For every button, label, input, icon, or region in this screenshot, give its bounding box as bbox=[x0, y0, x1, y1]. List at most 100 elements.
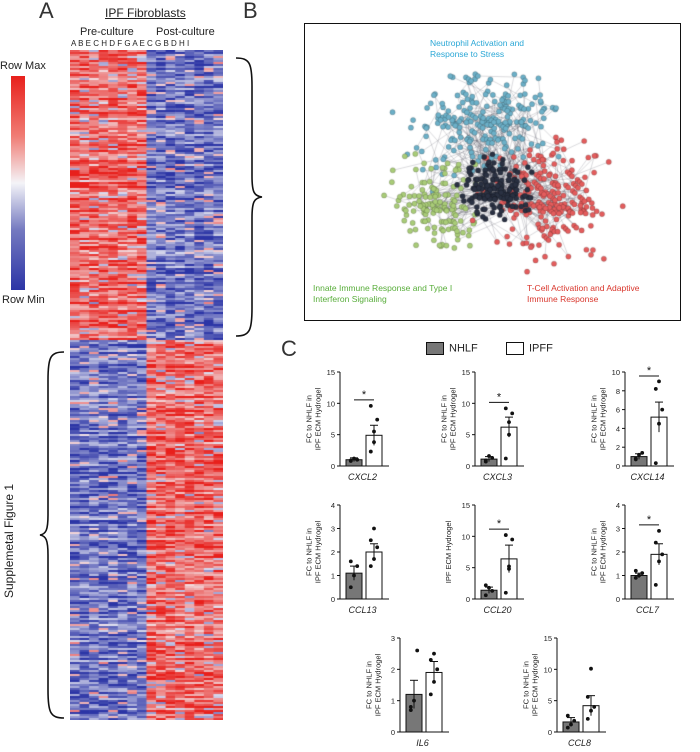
data-point bbox=[653, 461, 658, 466]
y-tick-label: 0 bbox=[466, 462, 470, 471]
data-point bbox=[660, 552, 665, 557]
data-point bbox=[657, 559, 661, 564]
data-point bbox=[415, 648, 420, 653]
y-tick-label: 0 bbox=[616, 462, 620, 471]
data-point bbox=[653, 583, 658, 587]
data-point bbox=[375, 417, 380, 422]
y-tick-label: 0 bbox=[391, 728, 395, 737]
data-point bbox=[589, 666, 593, 671]
chart-ccl13: 0 1 2 3 4 FC to NHLF in IPF ECM Hydrogel CCL13 bbox=[305, 501, 389, 615]
y-tick-label: 4 bbox=[616, 501, 620, 510]
ipff-swatch bbox=[506, 342, 524, 355]
y-tick-label: 5 bbox=[466, 564, 470, 573]
data-point bbox=[572, 718, 577, 723]
supplemental-figure-label: Supplemetal Figure 1 bbox=[2, 483, 16, 598]
lower-cluster-brace bbox=[39, 351, 65, 719]
y-axis-label: FC to NHLF in IPF ECM Hydrogel bbox=[590, 387, 608, 450]
chart-cxcl3: 0 5 10 15 FC to NHLF in IPF ECM Hydrogel * CXCL… bbox=[440, 368, 524, 482]
data-point bbox=[412, 698, 416, 703]
y-tick-label: 10 bbox=[462, 399, 470, 408]
row-max-label: Row Max bbox=[0, 60, 46, 72]
data-point bbox=[348, 458, 353, 463]
gene-label: CCL8 bbox=[568, 738, 591, 748]
legend-nhlf: NHLF bbox=[426, 342, 478, 355]
gene-label: CXCL2 bbox=[348, 472, 377, 482]
y-axis-label-line: IPF ECM Hydrogel bbox=[449, 387, 458, 450]
data-point bbox=[653, 387, 658, 391]
gene-label: IL6 bbox=[416, 738, 429, 748]
significance-star: * bbox=[497, 518, 502, 530]
data-point bbox=[355, 457, 360, 462]
y-axis-label-line: FC to NHLF in bbox=[590, 528, 599, 576]
y-tick-label: 15 bbox=[544, 634, 552, 643]
data-point bbox=[507, 432, 511, 437]
y-tick-label: 1 bbox=[331, 572, 335, 581]
y-axis-label-line: FC to NHLF in bbox=[440, 395, 449, 443]
data-point bbox=[490, 455, 495, 460]
y-tick-label: 15 bbox=[462, 368, 470, 377]
y-tick-label: 10 bbox=[612, 368, 620, 377]
data-point bbox=[657, 379, 661, 384]
y-tick-label: 5 bbox=[466, 431, 470, 440]
y-tick-label: 10 bbox=[327, 399, 335, 408]
y-tick-label: 5 bbox=[331, 431, 335, 440]
y-tick-label: 0 bbox=[466, 595, 470, 604]
data-point bbox=[585, 716, 590, 721]
heatmap-grid bbox=[70, 50, 223, 720]
nhlf-swatch bbox=[426, 342, 444, 355]
data-point bbox=[432, 651, 436, 656]
legend-ipff: IPFF bbox=[506, 342, 553, 355]
data-point bbox=[510, 411, 515, 416]
data-point bbox=[352, 456, 356, 461]
significance-star: * bbox=[497, 391, 502, 403]
y-tick-label: 2 bbox=[391, 665, 395, 674]
data-point bbox=[435, 667, 440, 672]
row-min-label: Row Min bbox=[2, 294, 45, 306]
y-axis-label: FC to NHLF in IPF ECM Hydrogel bbox=[522, 653, 540, 716]
y-axis-label: IPF ECM Hydrogel bbox=[444, 520, 453, 583]
data-point bbox=[633, 456, 638, 461]
y-axis-label-line: IPF ECM Hydrogel bbox=[599, 520, 608, 583]
y-tick-label: 15 bbox=[327, 368, 335, 377]
y-tick-label: 3 bbox=[391, 634, 395, 643]
data-point bbox=[483, 458, 488, 463]
post-culture-label: Post-culture bbox=[156, 26, 215, 38]
chart-ccl7: 0 1 2 3 4 FC to NHLF in IPF ECM Hydrogel * CCL7 bbox=[590, 501, 674, 615]
data-point bbox=[569, 722, 573, 727]
data-point bbox=[368, 449, 373, 454]
chart-cxcl14: 0 2 4 6 8 10 FC to NHLF in IPF ECM Hydrogel * CXC… bbox=[590, 365, 674, 482]
sample-letters: A B E C H D F G A E C G B D H I bbox=[71, 39, 190, 48]
y-axis-label-line: FC to NHLF in bbox=[305, 395, 314, 443]
panel-b-letter: B bbox=[243, 0, 258, 23]
data-point bbox=[565, 713, 570, 718]
network-panel: Neutrophil Activation and Response to St… bbox=[304, 23, 681, 321]
data-point bbox=[428, 658, 433, 662]
heatmap-title: IPF Fibroblasts bbox=[105, 6, 186, 20]
y-axis-label-line: IPF ECM Hydrogel bbox=[444, 520, 453, 583]
data-point bbox=[368, 403, 373, 408]
y-tick-label: 8 bbox=[616, 387, 620, 396]
data-point bbox=[510, 537, 515, 542]
chart-ccl20: 0 5 10 15 IPF ECM Hydrogel * CCL20 bbox=[444, 501, 524, 615]
gene-label: CXCL3 bbox=[483, 472, 512, 482]
gene-label: CCL13 bbox=[348, 605, 376, 615]
data-point bbox=[585, 695, 590, 699]
data-point bbox=[372, 440, 376, 445]
y-axis-label-line: IPF ECM Hydrogel bbox=[531, 653, 540, 716]
data-point bbox=[375, 545, 380, 550]
data-point bbox=[490, 588, 495, 593]
data-point bbox=[428, 692, 433, 697]
data-point bbox=[657, 421, 661, 426]
y-tick-label: 15 bbox=[462, 501, 470, 510]
color-scale-bar bbox=[11, 76, 25, 290]
data-point bbox=[503, 406, 508, 411]
data-point bbox=[483, 593, 488, 598]
data-point bbox=[640, 450, 645, 455]
y-tick-label: 4 bbox=[616, 424, 620, 433]
ipff-label: IPFF bbox=[529, 342, 553, 355]
y-tick-label: 10 bbox=[544, 665, 552, 674]
data-point bbox=[355, 564, 360, 568]
data-point bbox=[372, 526, 376, 531]
data-point bbox=[503, 533, 508, 537]
